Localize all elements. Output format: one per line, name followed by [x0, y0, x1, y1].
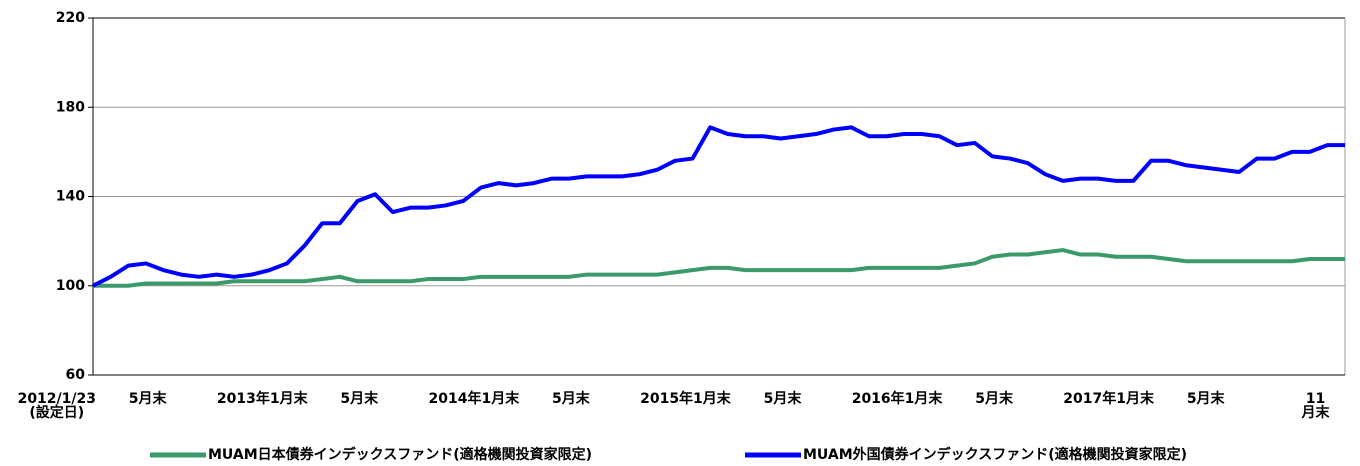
y-tick-label: 60 [66, 367, 86, 383]
y-tick-label: 100 [56, 278, 85, 294]
y-tick-label: 140 [56, 189, 85, 205]
x-tick-label: 2017年1月末 [1063, 391, 1155, 407]
x-tick-label: 2016年1月末 [851, 391, 943, 407]
x-tick-label: 5月末 [128, 391, 167, 407]
legend-label: MUAM日本債券インデックスファンド(適格機関投資家限定) [208, 446, 592, 463]
x-tick-label: 5月末 [763, 391, 802, 407]
y-tick-label: 180 [56, 99, 85, 115]
x-tick-label: 2015年1月末 [640, 391, 731, 407]
x-tick-label: 5月末 [975, 391, 1013, 407]
series-line [92, 125, 1345, 288]
x-tick-label: 11月末 [1301, 391, 1330, 421]
y-tick-label: 220 [56, 10, 85, 26]
legend-label: MUAM外国債券インデックスファンド(適格機関投資家限定) [803, 446, 1187, 463]
x-tick-label: 5月末 [1186, 391, 1225, 407]
x-tick-label: 5月末 [340, 391, 379, 407]
x-tick-label: 2012/1/23 (設定日) [17, 391, 96, 421]
x-tick-label: 5月末 [551, 391, 590, 407]
series-line [93, 248, 1345, 288]
x-tick-label: 2014年1月末 [428, 391, 520, 407]
x-tick-label: 2013年1月末 [216, 391, 308, 407]
